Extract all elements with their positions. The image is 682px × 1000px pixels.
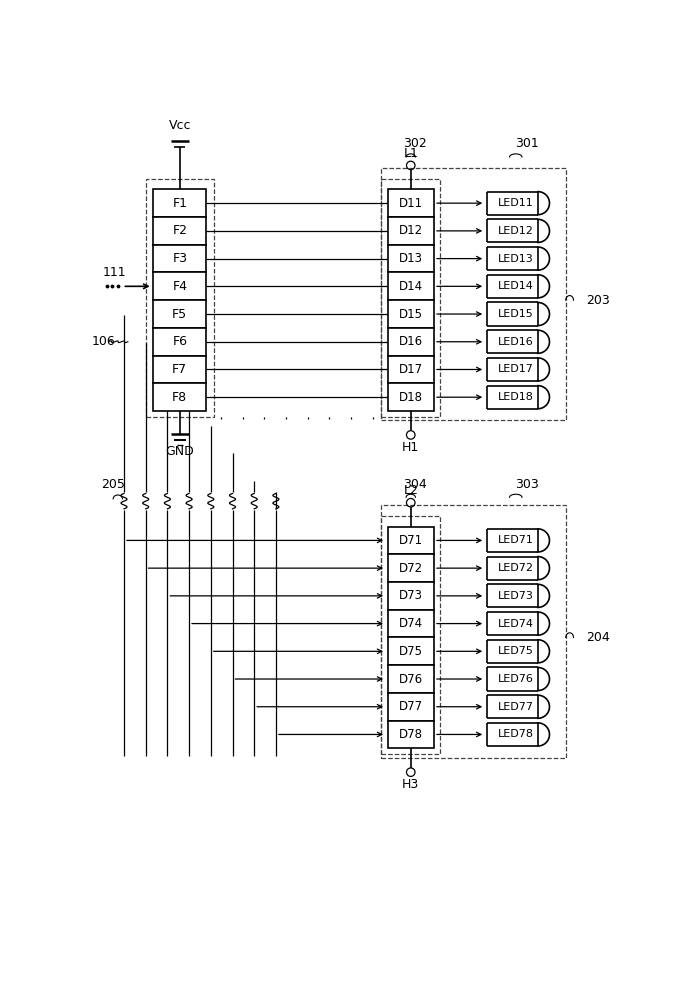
Bar <box>387 300 434 328</box>
Bar <box>381 505 566 758</box>
Bar <box>381 516 440 754</box>
Text: D78: D78 <box>399 728 423 741</box>
Text: F1: F1 <box>173 197 188 210</box>
Text: D75: D75 <box>399 645 423 658</box>
Text: LED14: LED14 <box>498 281 534 291</box>
Bar <box>387 637 434 665</box>
Text: D16: D16 <box>399 335 423 348</box>
Text: D74: D74 <box>399 617 423 630</box>
Text: D14: D14 <box>399 280 423 293</box>
Text: LED11: LED11 <box>498 198 533 208</box>
Text: GND: GND <box>166 445 194 458</box>
Text: Vcc: Vcc <box>168 119 191 132</box>
Text: F6: F6 <box>173 335 188 348</box>
Text: D73: D73 <box>399 589 423 602</box>
Text: LED72: LED72 <box>498 563 534 573</box>
Text: 303: 303 <box>516 478 539 491</box>
Bar <box>153 189 206 217</box>
Text: 203: 203 <box>587 294 610 307</box>
Text: 204: 204 <box>587 631 610 644</box>
Text: LED15: LED15 <box>498 309 533 319</box>
Text: H1: H1 <box>402 441 419 454</box>
Text: L2: L2 <box>403 484 418 497</box>
Bar <box>387 189 434 217</box>
Text: L1: L1 <box>403 147 418 160</box>
Text: 302: 302 <box>403 137 426 150</box>
Text: H3: H3 <box>402 778 419 791</box>
Text: LED12: LED12 <box>498 226 534 236</box>
Bar <box>153 245 206 272</box>
Text: D71: D71 <box>399 534 423 547</box>
Text: F3: F3 <box>173 252 188 265</box>
Text: D77: D77 <box>399 700 423 713</box>
Bar <box>387 356 434 383</box>
Text: 304: 304 <box>403 478 426 491</box>
Bar <box>153 383 206 411</box>
Text: D15: D15 <box>399 308 423 321</box>
Text: 111: 111 <box>102 266 126 279</box>
Bar <box>387 582 434 610</box>
Text: LED77: LED77 <box>498 702 534 712</box>
Text: F4: F4 <box>173 280 188 293</box>
Bar <box>387 328 434 356</box>
Text: LED78: LED78 <box>498 729 534 739</box>
Text: LED74: LED74 <box>498 619 534 629</box>
Text: LED71: LED71 <box>498 535 534 545</box>
Text: D17: D17 <box>399 363 423 376</box>
Bar <box>153 300 206 328</box>
Text: LED75: LED75 <box>498 646 534 656</box>
Bar <box>387 721 434 748</box>
Text: 106: 106 <box>91 335 115 348</box>
Bar <box>146 179 214 417</box>
Text: LED17: LED17 <box>498 364 534 374</box>
Text: D11: D11 <box>399 197 423 210</box>
Text: LED18: LED18 <box>498 392 534 402</box>
Bar <box>387 272 434 300</box>
Text: 205: 205 <box>101 478 125 491</box>
Bar <box>153 217 206 245</box>
Bar <box>387 665 434 693</box>
Text: F2: F2 <box>173 224 188 237</box>
Bar <box>153 356 206 383</box>
Text: LED73: LED73 <box>498 591 534 601</box>
Bar <box>387 527 434 554</box>
Text: D12: D12 <box>399 224 423 237</box>
Bar <box>381 168 566 420</box>
Text: D18: D18 <box>399 391 423 404</box>
Bar <box>387 383 434 411</box>
Bar <box>153 328 206 356</box>
Bar <box>387 610 434 637</box>
Text: D72: D72 <box>399 562 423 575</box>
Bar <box>387 217 434 245</box>
Bar <box>153 272 206 300</box>
Text: F7: F7 <box>173 363 188 376</box>
Text: D13: D13 <box>399 252 423 265</box>
Bar <box>387 693 434 721</box>
Text: 301: 301 <box>516 137 539 150</box>
Text: F8: F8 <box>173 391 188 404</box>
Text: LED13: LED13 <box>498 254 533 264</box>
Bar <box>387 245 434 272</box>
Text: LED76: LED76 <box>498 674 534 684</box>
Text: F5: F5 <box>173 308 188 321</box>
Text: D76: D76 <box>399 673 423 686</box>
Bar <box>387 554 434 582</box>
Text: LED16: LED16 <box>498 337 533 347</box>
Bar <box>381 179 440 417</box>
